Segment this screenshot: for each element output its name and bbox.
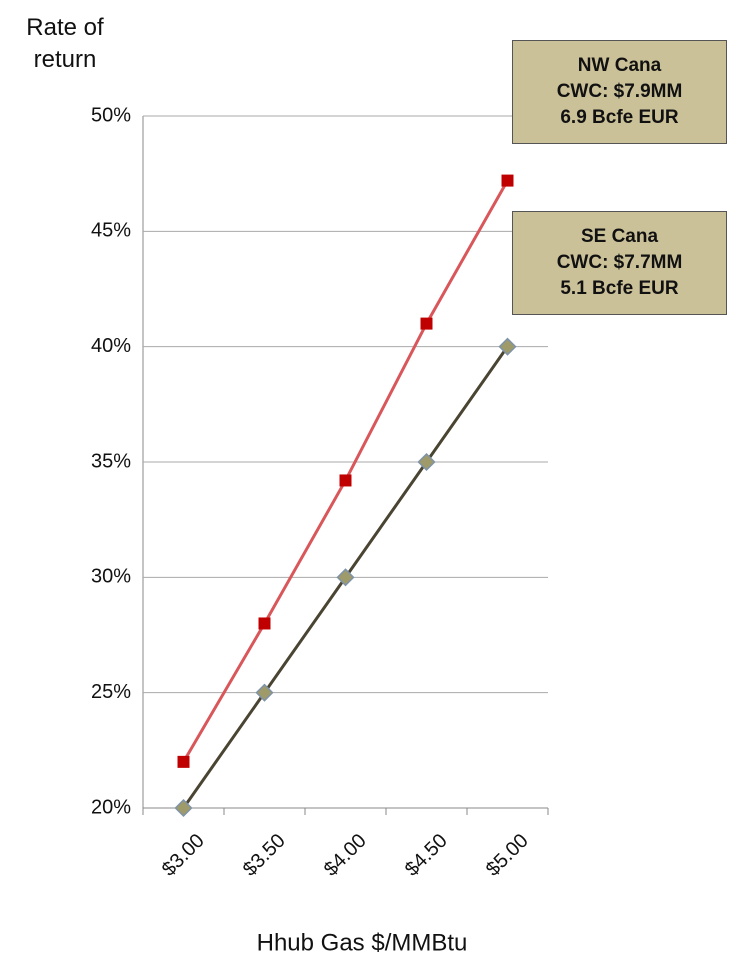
x-tick-label: $5.00 xyxy=(482,830,533,881)
annotation-box: NW Cana CWC: $7.9MM 6.9 Bcfe EUR xyxy=(512,40,727,144)
marker xyxy=(336,568,355,587)
y-axis-title: Rate of return xyxy=(26,14,104,73)
x-tick-label: $3.00 xyxy=(158,830,209,881)
annotation-line: NW Cana xyxy=(577,55,662,76)
marker xyxy=(498,337,517,356)
annotation-line: 5.1 Bcfe EUR xyxy=(560,278,679,299)
annotation-line: CWC: $7.7MM xyxy=(556,252,683,273)
x-tick-marks xyxy=(142,808,549,815)
y-tick-label: 50% xyxy=(91,104,131,126)
y-tick-label: 30% xyxy=(91,566,131,588)
x-tick-label: $3.50 xyxy=(239,830,290,881)
annotation-box: SE Cana CWC: $7.7MM 5.1 Bcfe EUR xyxy=(512,211,727,315)
x-tick-label: $4.50 xyxy=(401,830,452,881)
marker xyxy=(174,798,193,818)
y-tick-label: 45% xyxy=(91,220,131,242)
annotation-line: SE Cana xyxy=(580,226,659,247)
y-tick-label: 20% xyxy=(91,796,131,818)
x-axis-title: Hhub Gas $/MMBtu xyxy=(257,929,468,956)
marker xyxy=(420,317,433,330)
series-line xyxy=(182,179,509,763)
marker xyxy=(177,755,190,768)
y-tick-label: 40% xyxy=(91,335,131,357)
annotation-line: 6.9 Bcfe EUR xyxy=(560,107,679,128)
marker xyxy=(339,474,352,487)
marker xyxy=(255,683,274,702)
marker xyxy=(417,452,436,472)
marker xyxy=(258,617,271,630)
annotation-line: CWC: $7.9MM xyxy=(556,81,683,102)
marker xyxy=(501,174,514,187)
y-tick-label: 25% xyxy=(91,681,131,703)
y-tick-label: 35% xyxy=(91,450,131,472)
x-tick-label: $4.00 xyxy=(320,830,371,881)
